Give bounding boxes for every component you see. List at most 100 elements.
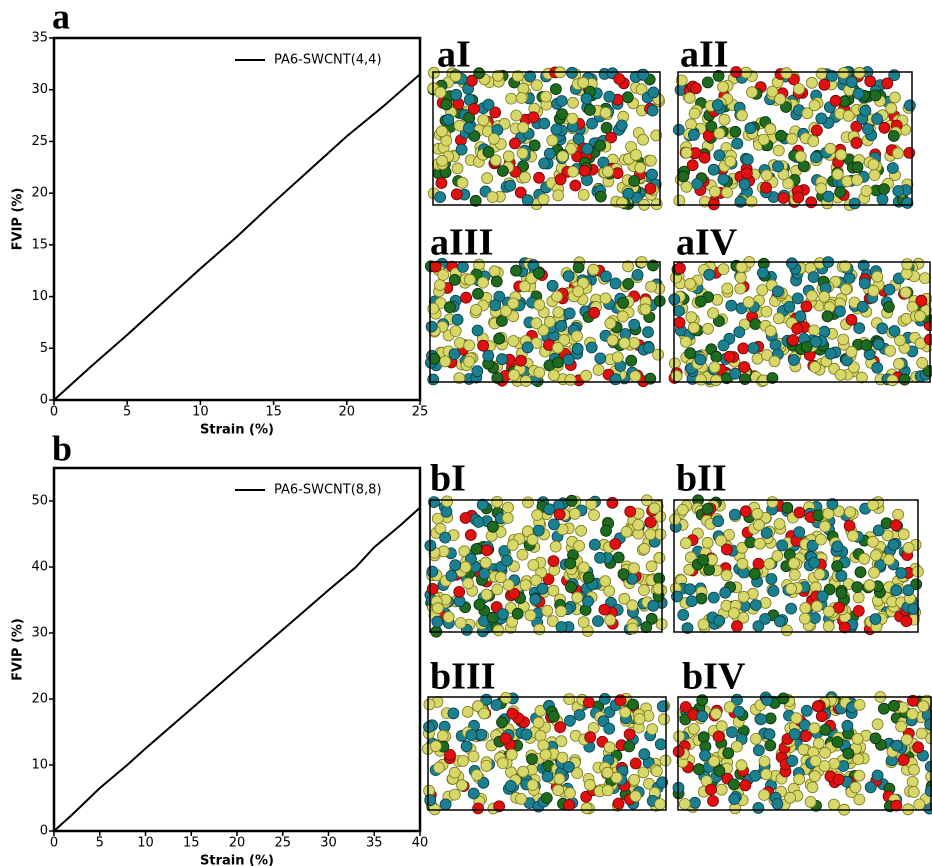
- atom: [528, 139, 541, 152]
- snapshot-label: bII: [676, 458, 727, 500]
- atom: [736, 541, 749, 554]
- atom: [833, 601, 845, 614]
- atom: [752, 802, 765, 814]
- atom: [477, 339, 490, 352]
- atom: [713, 315, 725, 328]
- atom: [493, 800, 506, 813]
- atom: [788, 354, 800, 366]
- atom: [878, 183, 890, 196]
- atom: [717, 81, 729, 93]
- atom: [760, 169, 773, 182]
- atom: [867, 158, 880, 171]
- atom: [479, 556, 492, 569]
- atom: [552, 784, 564, 797]
- atom: [629, 757, 642, 770]
- atom: [826, 70, 838, 82]
- atom: [555, 319, 567, 332]
- atom: [603, 722, 616, 735]
- atom: [456, 260, 469, 273]
- atom: [439, 355, 452, 368]
- panel-label: b: [52, 428, 72, 468]
- atom: [552, 356, 564, 369]
- atom: [598, 603, 611, 616]
- atom: [462, 577, 475, 590]
- atom: [676, 503, 689, 516]
- atom: [717, 173, 730, 186]
- atom: [602, 165, 614, 178]
- atom: [621, 91, 634, 104]
- atom: [571, 767, 584, 779]
- atom: [710, 707, 722, 720]
- atom: [721, 543, 733, 556]
- atom: [504, 780, 517, 792]
- atom: [470, 769, 483, 781]
- atom: [489, 299, 502, 312]
- atom: [888, 699, 900, 712]
- atom: [467, 750, 480, 763]
- y-tick-label: 10: [31, 289, 48, 304]
- atom: [436, 154, 449, 167]
- atom: [453, 586, 466, 598]
- atom: [834, 186, 847, 199]
- atom: [800, 300, 813, 313]
- atom: [750, 599, 762, 611]
- atom: [871, 361, 884, 374]
- atom: [440, 505, 453, 518]
- atom: [482, 98, 495, 111]
- atom: [583, 696, 595, 709]
- atom: [562, 353, 575, 366]
- atom: [642, 326, 654, 339]
- atom: [620, 525, 633, 538]
- snapshot: [668, 256, 932, 388]
- snapshot-frame: [429, 499, 663, 633]
- atom: [478, 707, 491, 720]
- atom: [519, 375, 532, 387]
- atom: [584, 104, 596, 116]
- atom: [638, 748, 651, 761]
- atom: [624, 505, 637, 518]
- atom: [893, 357, 905, 370]
- atom: [713, 149, 726, 162]
- atom: [831, 168, 844, 181]
- atom: [669, 513, 681, 526]
- data-line: [53, 506, 421, 832]
- snapshot: [672, 66, 916, 211]
- atom: [790, 712, 803, 725]
- atom: [552, 306, 565, 319]
- atom: [571, 342, 584, 355]
- atom: [646, 168, 658, 181]
- atom: [628, 774, 641, 786]
- atom: [480, 760, 493, 772]
- atom: [878, 121, 891, 134]
- atom: [815, 112, 828, 125]
- atom: [686, 159, 699, 172]
- atom: [737, 611, 750, 624]
- atom: [705, 783, 717, 796]
- y-tick-label: 50: [31, 494, 48, 509]
- atom: [542, 573, 555, 586]
- atom: [684, 347, 697, 360]
- atom: [611, 167, 624, 180]
- atom: [470, 303, 483, 316]
- atom: [907, 786, 920, 798]
- atom: [828, 757, 841, 770]
- atom: [551, 341, 564, 354]
- atom: [638, 584, 650, 596]
- atom: [737, 590, 750, 603]
- atom: [760, 181, 772, 194]
- atom: [860, 184, 873, 197]
- atom: [478, 567, 491, 580]
- atom: [639, 303, 652, 316]
- atom: [725, 299, 738, 312]
- atom: [521, 341, 534, 354]
- atom: [571, 330, 583, 343]
- atom: [496, 165, 509, 177]
- atom: [871, 769, 884, 782]
- atom: [555, 605, 567, 618]
- atom: [812, 509, 825, 522]
- atom: [496, 716, 508, 729]
- atom: [766, 496, 779, 509]
- atom: [567, 165, 579, 178]
- atom: [585, 341, 598, 354]
